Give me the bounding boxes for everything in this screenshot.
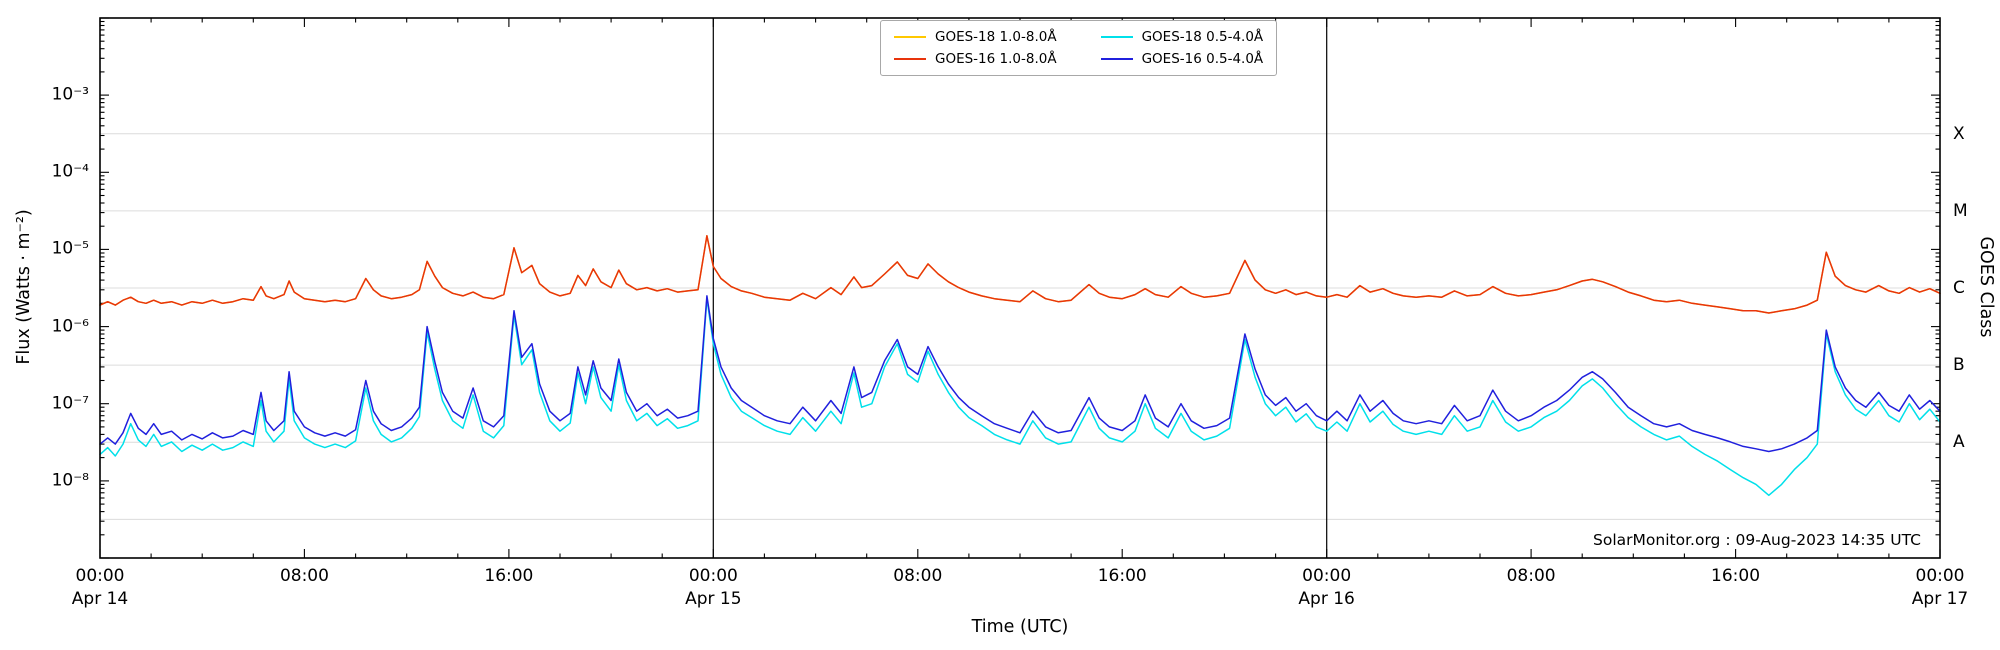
legend-label-goes-18-long: GOES-18 1.0-8.0Å [935,29,1057,45]
legend-line-goes-18-short [1100,36,1133,38]
legend-label-goes-16-long: GOES-16 1.0-8.0Å [935,51,1057,67]
legend-line-goes-16-long [894,58,926,60]
legend-label-goes-18-short: GOES-18 0.5-4.0Å [1141,29,1264,45]
right-axis-title: GOES Class [1976,236,1996,338]
solarmonitor-timestamp: SolarMonitor.org : 09-Aug-2023 14:35 UTC [1593,531,1921,549]
series-line-goes-16-short [99,295,1941,453]
y-axis-title: Flux (Watts · m⁻²) [14,209,34,365]
legend-item-goes-16-short: GOES-16 0.5-4.0Å [1100,51,1264,67]
legend-label-goes-16-short: GOES-16 0.5-4.0Å [1141,51,1264,67]
legend-box: GOES-18 1.0-8.0Å GOES-16 1.0-8.0Å GOES-1… [880,20,1278,76]
series-line-goes-18-short [99,297,1941,497]
x-axis-title: Time (UTC) [971,617,1069,637]
legend-item-goes-18-long: GOES-18 1.0-8.0Å [894,29,1057,45]
series-line-goes-16-long [99,235,1941,314]
legend-line-goes-18-long [894,36,926,38]
legend-item-goes-18-short: GOES-18 0.5-4.0Å [1100,29,1264,45]
plot-border [99,17,1941,559]
legend-item-goes-16-long: GOES-16 1.0-8.0Å [894,51,1057,67]
legend-line-goes-16-short [1100,58,1133,60]
